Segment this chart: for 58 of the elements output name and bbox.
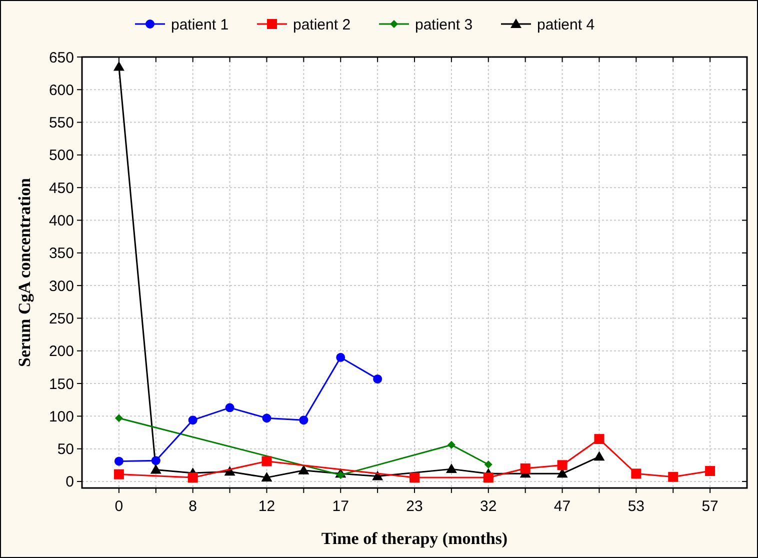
point [299, 416, 308, 425]
point [151, 456, 160, 466]
x-tick-label: 47 [554, 498, 571, 515]
point [631, 468, 642, 479]
y-tick-label: 550 [48, 114, 74, 132]
x-tick-label: 57 [702, 498, 718, 515]
x-tick-label: 0 [114, 498, 124, 515]
y-tick-label: 400 [48, 212, 74, 230]
point [373, 374, 382, 384]
y-tick-label: 0 [66, 474, 74, 491]
x-tick-label: 32 [480, 498, 497, 515]
point [261, 472, 272, 482]
point [520, 463, 530, 474]
point [225, 403, 234, 412]
point [262, 456, 272, 466]
legend-label: patient 2 [293, 16, 351, 34]
legend-label: patient 4 [537, 16, 595, 34]
x-tick-label: 23 [406, 498, 423, 515]
point [594, 451, 605, 461]
point [705, 466, 716, 476]
y-axis-title: Serum CgA concentration [15, 178, 34, 367]
y-tick-label: 500 [48, 147, 74, 164]
point [446, 464, 457, 474]
point [114, 456, 124, 466]
y-tick-label: 250 [48, 310, 74, 328]
legend-label: patient 3 [415, 16, 473, 34]
point [594, 434, 604, 444]
point [483, 472, 494, 483]
point [336, 352, 346, 362]
y-tick-label: 100 [48, 408, 74, 426]
point [188, 472, 198, 483]
y-tick-label: 200 [48, 343, 74, 360]
point [668, 472, 678, 482]
y-tick-label: 150 [48, 376, 74, 393]
point [410, 472, 420, 483]
point [484, 460, 492, 468]
x-tick-label: 53 [628, 498, 645, 515]
y-tick-label: 300 [48, 278, 74, 295]
y-tick-label: 600 [48, 82, 74, 99]
y-tick-label: 650 [48, 49, 74, 66]
point [150, 464, 162, 474]
point [114, 414, 123, 422]
legend-label: patient 1 [171, 16, 229, 34]
point [114, 469, 124, 480]
point [447, 440, 456, 449]
point [298, 464, 310, 474]
point [557, 460, 568, 470]
point [336, 470, 345, 479]
point [262, 414, 272, 423]
x-axis-title: Time of therapy (months) [321, 529, 508, 548]
point [113, 61, 124, 71]
y-tick-label: 350 [48, 245, 74, 262]
point [188, 416, 198, 425]
x-tick-label: 12 [258, 498, 276, 515]
y-tick-label: 450 [48, 180, 74, 197]
x-tick-label: 17 [332, 498, 349, 515]
x-tick-label: 8 [188, 498, 198, 515]
y-tick-label: 50 [57, 441, 74, 458]
